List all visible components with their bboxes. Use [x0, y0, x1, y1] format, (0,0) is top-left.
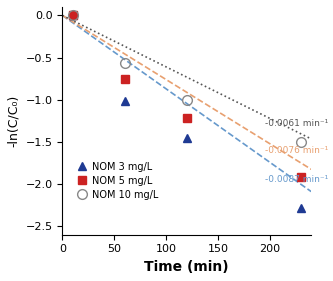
NOM 5 mg/L — [185, 117, 189, 120]
Text: -0.0061 min⁻¹: -0.0061 min⁻¹ — [264, 119, 328, 128]
Line: NOM 3 mg/L: NOM 3 mg/L — [69, 11, 305, 212]
Y-axis label: -ln(C/C₀): -ln(C/C₀) — [7, 95, 20, 147]
NOM 3 mg/L — [299, 206, 303, 209]
NOM 10 mg/L — [123, 62, 127, 65]
NOM 3 mg/L — [123, 100, 127, 103]
Line: NOM 10 mg/L: NOM 10 mg/L — [68, 10, 306, 147]
NOM 5 mg/L — [123, 77, 127, 80]
NOM 5 mg/L — [299, 176, 303, 179]
NOM 10 mg/L — [185, 98, 189, 101]
X-axis label: Time (min): Time (min) — [145, 260, 229, 274]
NOM 10 mg/L — [71, 14, 75, 17]
NOM 10 mg/L — [299, 140, 303, 144]
NOM 5 mg/L — [71, 14, 75, 17]
Legend: NOM 3 mg/L, NOM 5 mg/L, NOM 10 mg/L: NOM 3 mg/L, NOM 5 mg/L, NOM 10 mg/L — [75, 159, 162, 203]
NOM 3 mg/L — [71, 14, 75, 17]
Text: -0.0087 min⁻¹: -0.0087 min⁻¹ — [264, 175, 328, 184]
Text: -0.0076 min⁻¹: -0.0076 min⁻¹ — [264, 146, 328, 155]
Line: NOM 5 mg/L: NOM 5 mg/L — [69, 11, 305, 182]
NOM 3 mg/L — [185, 136, 189, 139]
